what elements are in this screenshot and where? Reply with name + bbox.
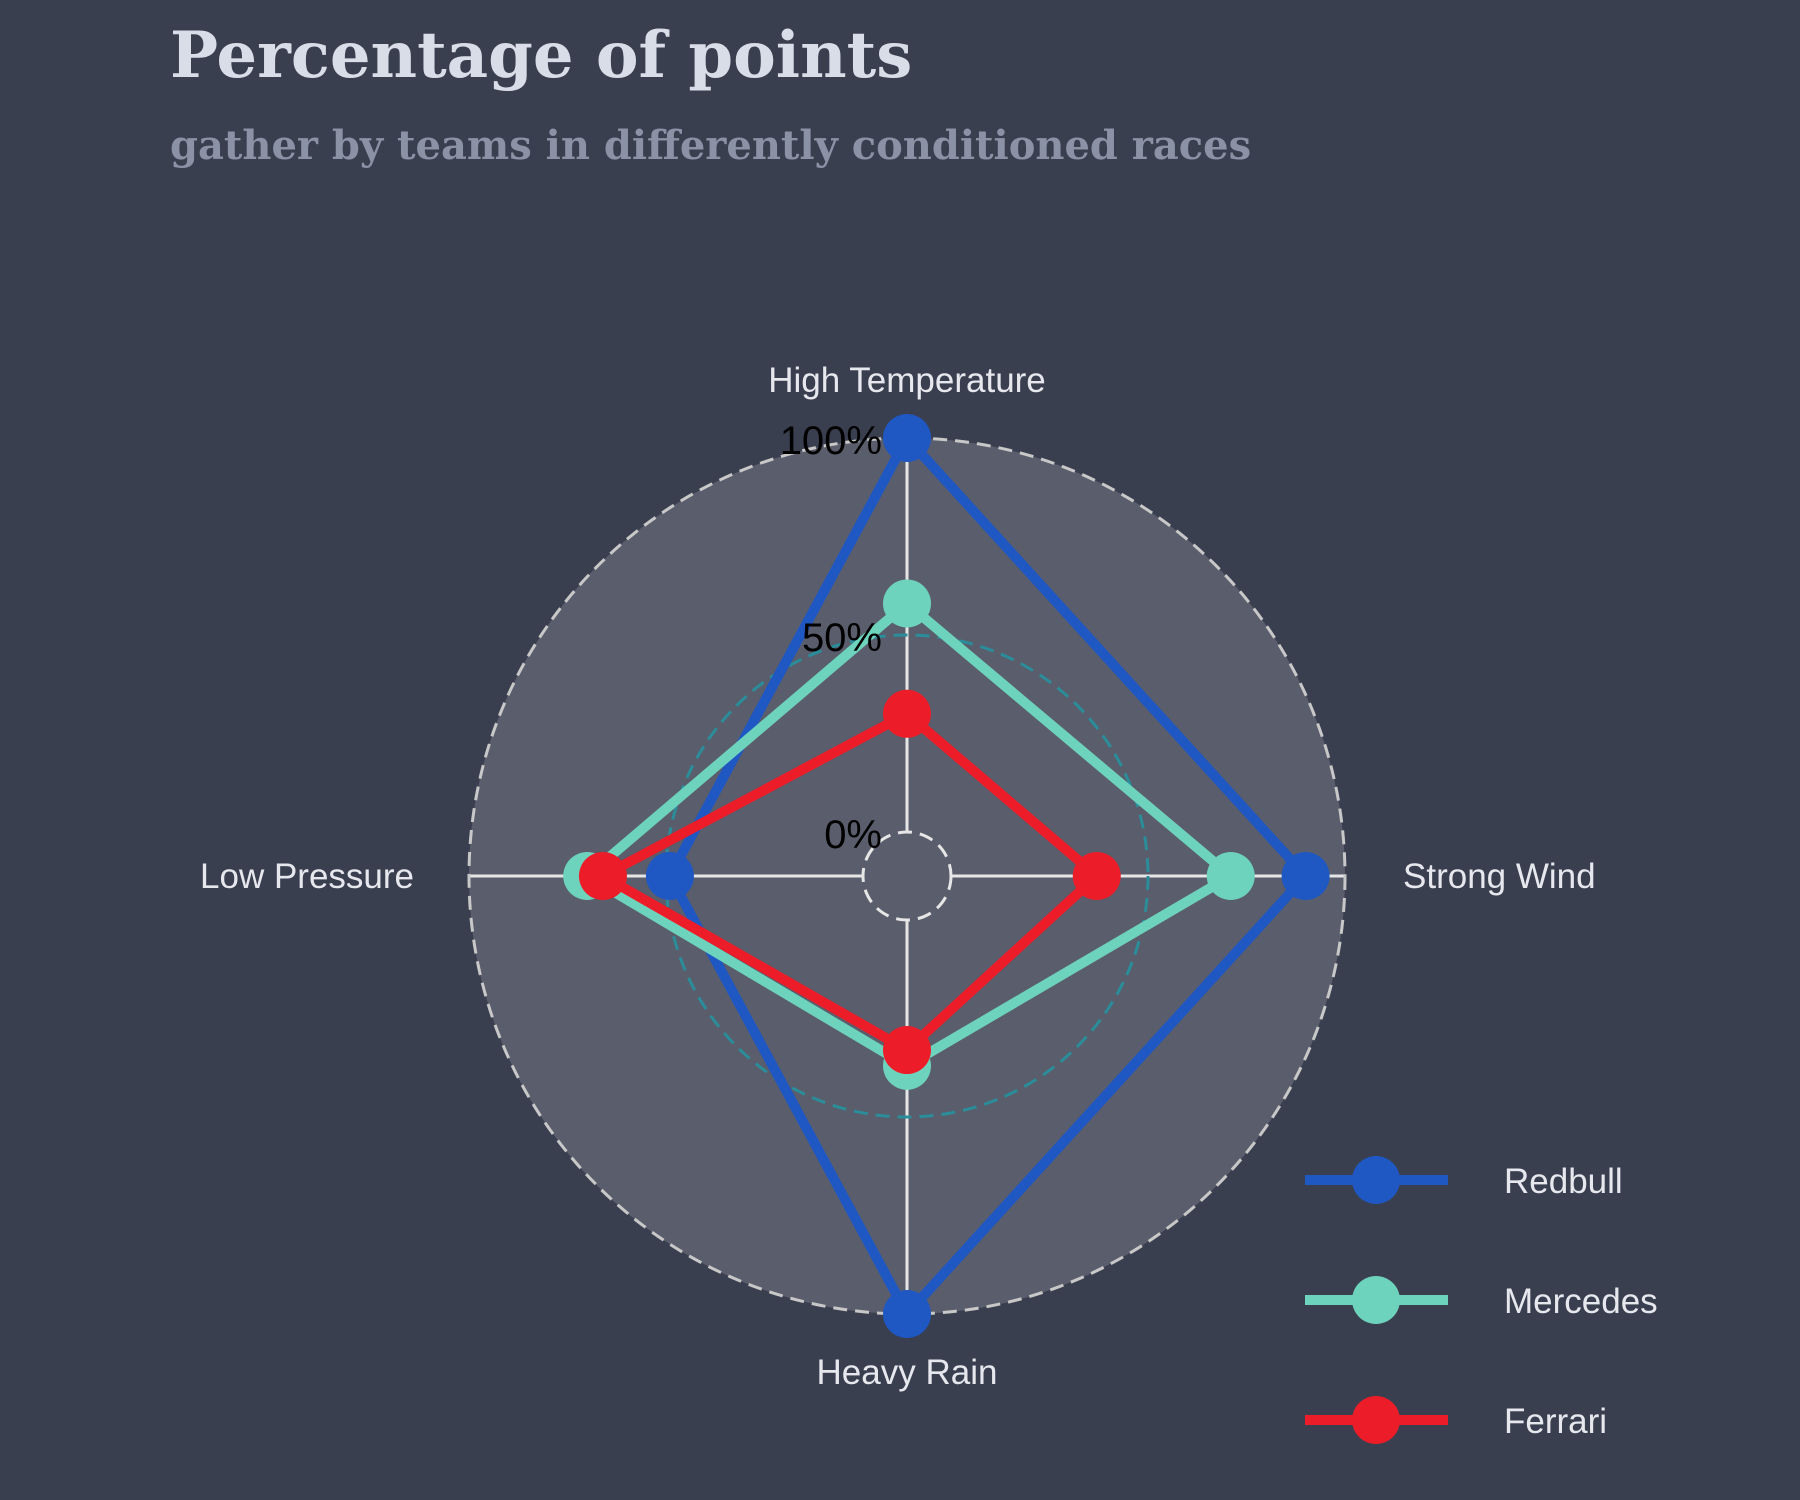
series-layer <box>563 414 1330 1338</box>
legend-label-mercedes: Mercedes <box>1504 1282 1658 1321</box>
ring-0 <box>861 830 953 922</box>
legend-label-redbull: Redbull <box>1504 1162 1623 1201</box>
legend-marker-ferrari <box>1352 1396 1400 1444</box>
legend-item-ferrari[interactable]: Ferrari <box>1305 1396 1607 1444</box>
point-mercedes-0 <box>883 579 931 628</box>
tick-label-0: 0% <box>824 813 882 857</box>
category-label-1: Strong Wind <box>1403 857 1596 896</box>
legend-label-ferrari: Ferrari <box>1504 1402 1607 1441</box>
category-label-2: Heavy Rain <box>817 1353 998 1392</box>
category-label-3: Low Pressure <box>200 857 414 896</box>
point-redbull-1 <box>1281 852 1330 900</box>
legend-marker-redbull <box>1352 1156 1400 1204</box>
point-redbull-2 <box>883 1290 931 1338</box>
tick-layer: 0% 50% 100% <box>780 419 882 857</box>
chart-title: Percentage of points <box>170 18 913 93</box>
legend-item-redbull[interactable]: Redbull <box>1305 1156 1623 1204</box>
point-redbull-0 <box>883 414 931 462</box>
chart-subtitle: gather by teams in differently condition… <box>170 122 1252 169</box>
tick-label-100: 100% <box>780 419 882 463</box>
plot-area <box>469 438 1345 1314</box>
point-ferrari-0 <box>883 689 931 738</box>
category-label-layer: High Temperature Strong Wind Heavy Rain Low… <box>200 361 1596 1392</box>
category-label-0: High Temperature <box>768 361 1046 400</box>
point-ferrari-2 <box>883 1026 931 1075</box>
tick-label-50: 50% <box>802 616 882 660</box>
point-ferrari-3 <box>578 852 627 900</box>
point-redbull-3 <box>645 852 694 900</box>
legend-item-mercedes[interactable]: Mercedes <box>1305 1276 1658 1324</box>
point-ferrari-1 <box>1072 852 1121 900</box>
legend[interactable]: Redbull Mercedes Ferrari <box>1305 1156 1658 1444</box>
point-mercedes-1 <box>1206 852 1255 900</box>
legend-marker-mercedes <box>1352 1276 1400 1324</box>
